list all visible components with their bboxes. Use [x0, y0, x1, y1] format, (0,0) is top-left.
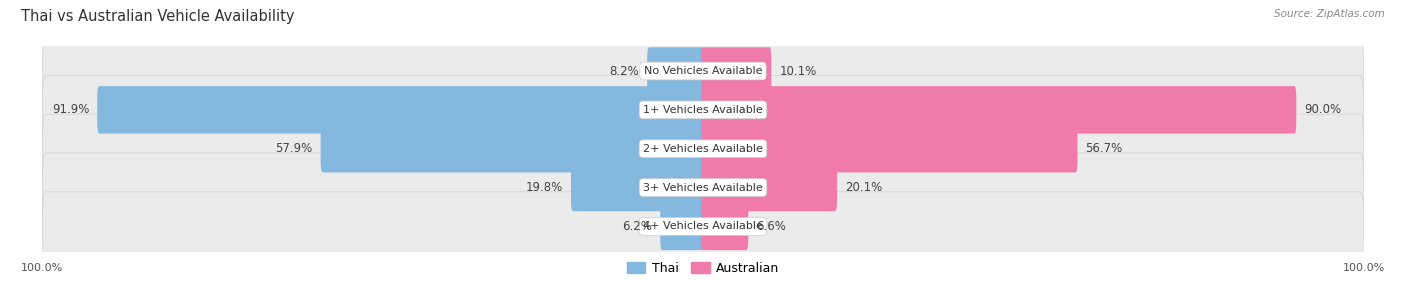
FancyBboxPatch shape — [647, 47, 704, 95]
FancyBboxPatch shape — [42, 36, 1364, 106]
FancyBboxPatch shape — [42, 153, 1364, 222]
Legend: Thai, Australian: Thai, Australian — [621, 257, 785, 280]
FancyBboxPatch shape — [42, 114, 1364, 183]
FancyBboxPatch shape — [702, 203, 748, 250]
Text: 3+ Vehicles Available: 3+ Vehicles Available — [643, 182, 763, 192]
Text: 10.1%: 10.1% — [779, 65, 817, 78]
Text: 6.2%: 6.2% — [623, 220, 652, 233]
Text: 1+ Vehicles Available: 1+ Vehicles Available — [643, 105, 763, 115]
Text: 100.0%: 100.0% — [21, 263, 63, 273]
FancyBboxPatch shape — [97, 86, 704, 134]
Text: 4+ Vehicles Available: 4+ Vehicles Available — [643, 221, 763, 231]
Text: 2+ Vehicles Available: 2+ Vehicles Available — [643, 144, 763, 154]
Text: 100.0%: 100.0% — [1343, 263, 1385, 273]
Text: 6.6%: 6.6% — [756, 220, 786, 233]
Text: 19.8%: 19.8% — [526, 181, 562, 194]
Text: 20.1%: 20.1% — [845, 181, 882, 194]
Text: 90.0%: 90.0% — [1305, 103, 1341, 116]
Text: Source: ZipAtlas.com: Source: ZipAtlas.com — [1274, 9, 1385, 19]
Text: 8.2%: 8.2% — [610, 65, 640, 78]
Text: No Vehicles Available: No Vehicles Available — [644, 66, 762, 76]
FancyBboxPatch shape — [321, 125, 704, 172]
FancyBboxPatch shape — [702, 47, 772, 95]
FancyBboxPatch shape — [702, 86, 1296, 134]
FancyBboxPatch shape — [571, 164, 704, 211]
FancyBboxPatch shape — [702, 164, 837, 211]
Text: 56.7%: 56.7% — [1085, 142, 1122, 155]
Text: 57.9%: 57.9% — [276, 142, 312, 155]
Text: Thai vs Australian Vehicle Availability: Thai vs Australian Vehicle Availability — [21, 9, 295, 23]
Text: 91.9%: 91.9% — [52, 103, 90, 116]
FancyBboxPatch shape — [42, 192, 1364, 261]
FancyBboxPatch shape — [661, 203, 704, 250]
FancyBboxPatch shape — [702, 125, 1077, 172]
FancyBboxPatch shape — [42, 75, 1364, 144]
